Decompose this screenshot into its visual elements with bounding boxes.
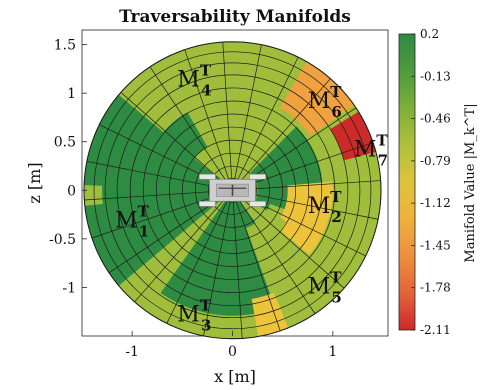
manifold-label-5: MT 5 [308, 268, 343, 306]
grid-spoke [84, 190, 221, 201]
colorbar-tick-label: -1.45 [420, 238, 451, 252]
colorbar-tick-label: -0.46 [420, 112, 451, 126]
manifold-label-7: MT 7 [354, 132, 389, 170]
grid-ring [129, 87, 336, 293]
grid-spoke [236, 201, 281, 332]
x-axis-ticks: -1 0 1 [125, 331, 337, 360]
region-m2-yellow-b [280, 216, 324, 255]
colorbar-ticks: 0.2 -0.13 -0.46 -0.79 -1.12 -1.45 -1.78 -2.11 [411, 27, 451, 337]
grid-spoke [244, 192, 379, 220]
grid-ring [195, 152, 270, 228]
colorbar-tick-label: -1.78 [420, 281, 451, 295]
y-tick-label: -1 [62, 280, 76, 296]
x-tick-label: -1 [125, 344, 139, 360]
grid-spoke [108, 196, 223, 274]
grid-spoke [240, 78, 331, 182]
grid-spoke [203, 202, 231, 336]
manifold-label-2: MT 2 [308, 188, 343, 226]
manifold-label-4: MT 4 [177, 62, 212, 100]
colorbar-tick-label: -0.13 [420, 69, 451, 83]
colorbar-tick-label: -1.12 [420, 196, 451, 210]
grid-ring [93, 51, 372, 330]
region-m6-orange [280, 61, 355, 136]
y-tick-label: 0 [67, 183, 76, 199]
y-tick-label: 1 [67, 86, 76, 102]
colorbar-tick-label: -2.11 [420, 323, 451, 337]
grid-spoke [238, 200, 316, 314]
grid-ring [181, 139, 284, 241]
robot-track [198, 173, 216, 180]
grid-spoke [149, 66, 227, 181]
manifold-labels: MT 1 MT 2 MT 3 MT 4 MT 5 MT 6 MT 7 [115, 62, 388, 335]
x-axis-label: x [m] [214, 367, 256, 386]
grid-ring [142, 100, 323, 280]
y-axis-ticks: 1.5 1 0.5 0 -0.5 -1 [49, 38, 87, 296]
grid-spoke [184, 49, 229, 179]
colorbar [398, 33, 416, 331]
grid-ring [104, 62, 361, 319]
manifold-label-6: MT 6 [308, 83, 343, 121]
robot-track [198, 201, 216, 207]
colorbar-tick-label: -0.79 [420, 154, 451, 168]
grid-spoke [86, 160, 221, 189]
grid-ring [116, 74, 349, 307]
robot-icon [198, 173, 267, 207]
grid-spoke [242, 107, 357, 184]
grid-ring [168, 126, 297, 254]
grid-spoke [234, 44, 262, 179]
colorbar-label: Manifold Value |M_k^T| [463, 103, 478, 262]
colorbar-tick-label: 0.2 [420, 27, 439, 41]
chart-title: Traversability Manifolds [119, 7, 351, 27]
x-tick-label: 1 [328, 344, 337, 360]
grid-spoke [222, 42, 233, 179]
grid-spoke [241, 197, 345, 289]
region-top [158, 41, 307, 191]
grid-ring [155, 113, 310, 267]
grid-spoke [134, 199, 225, 303]
region-left-strip [84, 185, 103, 206]
x-tick-label: 0 [228, 344, 237, 360]
robot-track [249, 201, 267, 207]
y-tick-label: -0.5 [49, 232, 76, 248]
y-tick-label: 1.5 [54, 38, 76, 54]
y-axis-label: z [m] [25, 162, 44, 203]
grid-ring [208, 165, 257, 215]
grid-spoke [237, 56, 299, 180]
manifold-label-3: MT 3 [177, 297, 212, 335]
grid-spoke [244, 180, 381, 190]
region-m2-yellow [280, 181, 333, 241]
region-bottom-right [246, 204, 373, 330]
grid-spoke [232, 202, 243, 339]
grid-spoke [120, 92, 224, 183]
region-left-green [84, 94, 233, 286]
region-top-left-green [158, 112, 208, 162]
y-tick-label: 0.5 [54, 135, 76, 151]
robot-track [249, 173, 267, 180]
grid-spoke [166, 200, 228, 324]
manifold-label-1: MT 1 [115, 202, 150, 240]
